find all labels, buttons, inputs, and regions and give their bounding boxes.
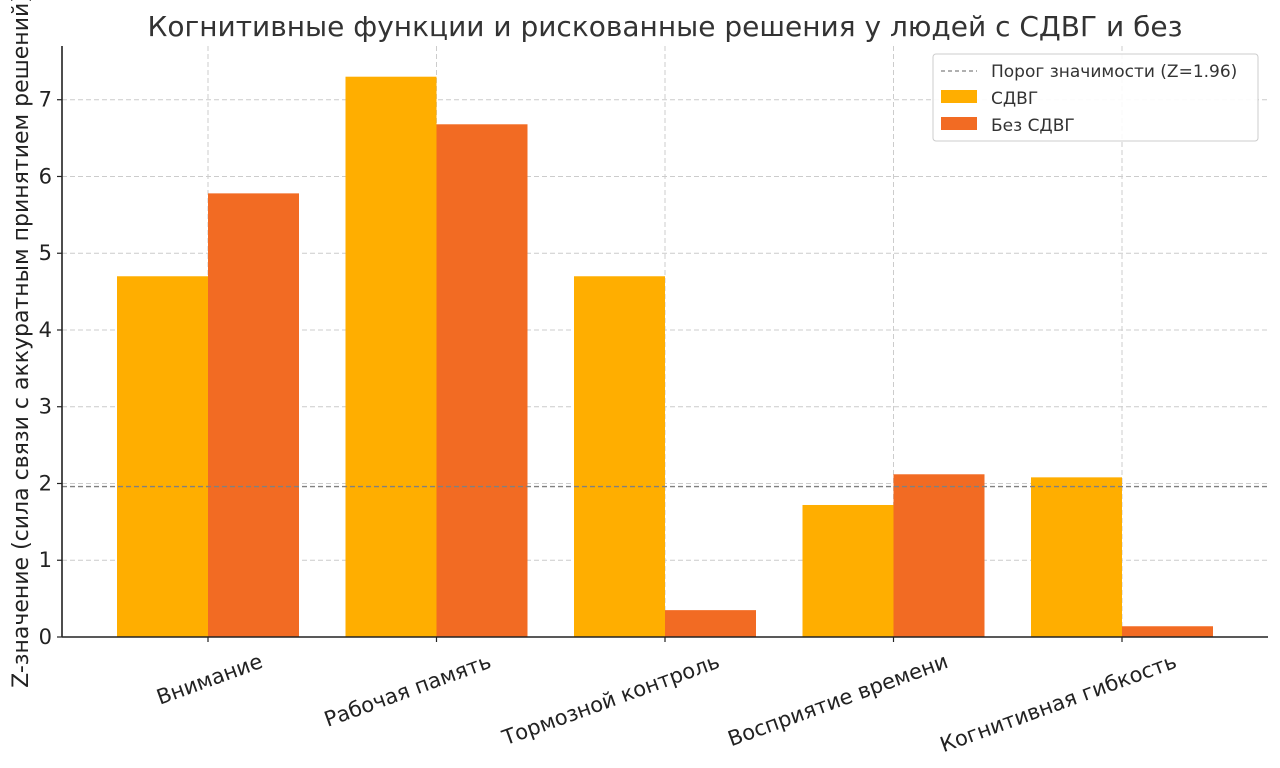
legend-threshold-label: Порог значимости (Z=1.96)	[991, 62, 1237, 82]
bar-adhd	[802, 504, 894, 637]
legend-swatch-adhd	[941, 90, 977, 103]
y-ticks: 0 1 2 3 4 5 6 7	[39, 88, 62, 649]
bars	[117, 76, 1213, 638]
legend-label-no-adhd: Без СДВГ	[991, 116, 1075, 136]
x-tick-label: Внимание	[153, 649, 265, 709]
y-tick-label: 0	[39, 625, 52, 649]
bar-no-adhd	[893, 474, 985, 637]
x-tick-label: Рабочая память	[321, 649, 494, 732]
bar-no-adhd	[208, 193, 299, 638]
x-tick-label: Тормозной контроль	[498, 649, 723, 750]
chart-title: Когнитивные функции и рискованные решени…	[148, 10, 1183, 43]
x-tick-label: Восприятие времени	[725, 649, 952, 751]
legend-box	[932, 53, 1259, 142]
x-ticks: Внимание Рабочая память Тормозной контроль…	[153, 637, 1180, 757]
y-tick-label: 7	[39, 88, 52, 112]
y-axis-label: Z-значение (сила связи с аккуратным прин…	[9, 0, 34, 688]
x-tick-label: Когнитивная гибкость	[937, 649, 1180, 757]
y-tick-label: 6	[39, 164, 52, 188]
bar-adhd	[574, 276, 665, 637]
y-tick-label: 5	[39, 241, 52, 265]
legend: Порог значимости (Z=1.96) СДВГ Без СДВГ	[932, 53, 1259, 142]
y-tick-label: 1	[39, 548, 52, 572]
bar-no-adhd	[436, 124, 528, 637]
bar-no-adhd	[1122, 626, 1213, 637]
bar-adhd	[117, 276, 208, 637]
bar-no-adhd	[665, 610, 756, 637]
bar-adhd	[345, 76, 437, 638]
y-tick-label: 4	[39, 318, 52, 342]
legend-label-adhd: СДВГ	[991, 89, 1038, 109]
y-tick-label: 3	[39, 395, 52, 419]
bar-adhd	[1031, 477, 1122, 637]
y-tick-label: 2	[39, 471, 52, 495]
legend-swatch-no-adhd	[941, 117, 977, 130]
